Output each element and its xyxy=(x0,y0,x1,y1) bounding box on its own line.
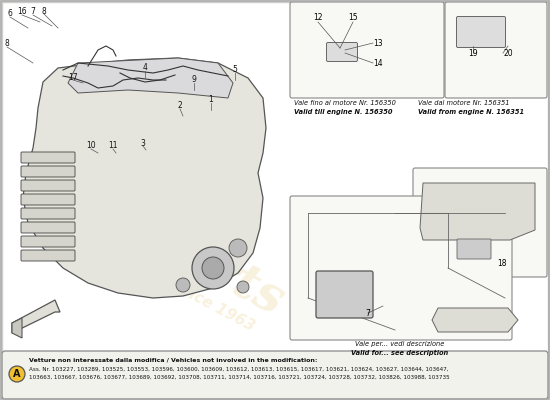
Circle shape xyxy=(9,366,25,382)
Text: Vetture non interessate dalla modifica / Vehicles not involved in the modificati: Vetture non interessate dalla modifica /… xyxy=(29,358,317,363)
Text: 15: 15 xyxy=(348,14,358,22)
FancyBboxPatch shape xyxy=(413,168,547,277)
FancyBboxPatch shape xyxy=(21,208,75,219)
Text: a passion since 1963: a passion since 1963 xyxy=(92,236,257,334)
Text: 13: 13 xyxy=(373,38,383,48)
Text: 4: 4 xyxy=(142,64,147,72)
Polygon shape xyxy=(432,308,518,332)
Polygon shape xyxy=(23,58,266,298)
FancyBboxPatch shape xyxy=(21,194,75,205)
Circle shape xyxy=(202,257,224,279)
Text: 16: 16 xyxy=(17,8,27,16)
Text: 7: 7 xyxy=(31,8,35,16)
Circle shape xyxy=(229,239,247,257)
FancyBboxPatch shape xyxy=(21,152,75,163)
Circle shape xyxy=(192,247,234,289)
Text: 1: 1 xyxy=(208,96,213,104)
FancyBboxPatch shape xyxy=(456,16,505,48)
FancyBboxPatch shape xyxy=(21,236,75,247)
Polygon shape xyxy=(12,318,22,338)
Circle shape xyxy=(176,278,190,292)
Text: 10: 10 xyxy=(86,142,96,150)
Text: A: A xyxy=(13,369,21,379)
Text: Valid from engine N. 156351: Valid from engine N. 156351 xyxy=(418,109,524,115)
Text: 103663, 103667, 103676, 103677, 103689, 103692, 103708, 103711, 103714, 103716, : 103663, 103667, 103676, 103677, 103689, … xyxy=(29,375,450,380)
Text: Vale per... vedi descrizione: Vale per... vedi descrizione xyxy=(355,341,445,347)
Text: 5: 5 xyxy=(233,66,238,74)
Text: 18: 18 xyxy=(497,258,507,268)
FancyBboxPatch shape xyxy=(21,222,75,233)
Text: 6: 6 xyxy=(8,10,13,18)
FancyBboxPatch shape xyxy=(21,166,75,177)
FancyBboxPatch shape xyxy=(21,180,75,191)
Circle shape xyxy=(237,281,249,293)
FancyBboxPatch shape xyxy=(21,250,75,261)
Text: Vale dal motore Nr. 156351: Vale dal motore Nr. 156351 xyxy=(418,100,509,106)
Text: 7: 7 xyxy=(366,308,371,318)
Text: 12: 12 xyxy=(314,14,323,22)
Text: 8: 8 xyxy=(4,40,9,48)
Text: 3: 3 xyxy=(141,138,145,148)
Text: Valid till engine N. 156350: Valid till engine N. 156350 xyxy=(294,109,393,115)
FancyBboxPatch shape xyxy=(290,2,444,98)
Text: 19: 19 xyxy=(468,48,478,58)
FancyBboxPatch shape xyxy=(445,2,547,98)
Text: Valid for... see description: Valid for... see description xyxy=(351,350,449,356)
Text: 9: 9 xyxy=(191,76,196,84)
Text: 11: 11 xyxy=(108,142,118,150)
Polygon shape xyxy=(12,300,60,333)
Polygon shape xyxy=(420,183,535,240)
FancyBboxPatch shape xyxy=(2,351,548,399)
Text: 8: 8 xyxy=(42,6,46,16)
Polygon shape xyxy=(68,58,233,98)
Text: Ass. Nr. 103227, 103289, 103525, 103553, 103596, 103600, 103609, 103612, 103613,: Ass. Nr. 103227, 103289, 103525, 103553,… xyxy=(29,367,448,372)
Text: 20: 20 xyxy=(503,48,513,58)
Text: Vale fino al motore Nr. 156350: Vale fino al motore Nr. 156350 xyxy=(294,100,396,106)
FancyBboxPatch shape xyxy=(457,239,491,259)
Text: 17: 17 xyxy=(68,72,78,82)
Text: 14: 14 xyxy=(373,58,383,68)
Text: europarts: europarts xyxy=(28,154,292,326)
FancyBboxPatch shape xyxy=(327,42,358,62)
FancyBboxPatch shape xyxy=(316,271,373,318)
FancyBboxPatch shape xyxy=(290,196,512,340)
Text: 2: 2 xyxy=(178,102,183,110)
